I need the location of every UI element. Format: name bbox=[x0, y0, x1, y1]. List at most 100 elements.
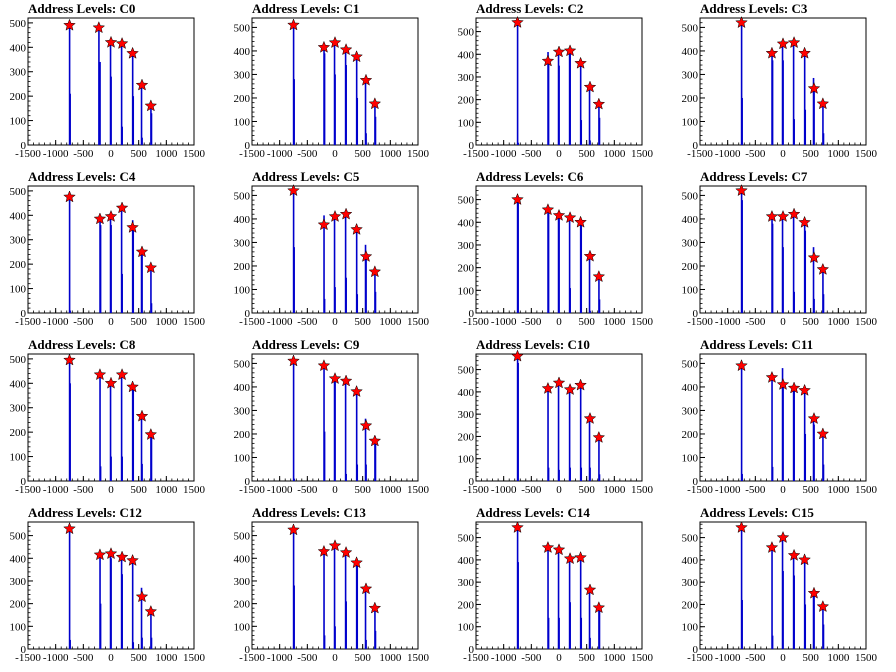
y-tick-label: 100 bbox=[234, 116, 251, 128]
bar bbox=[813, 88, 815, 145]
x-tick-label: 1000 bbox=[603, 484, 626, 496]
peak-marker bbox=[126, 220, 139, 233]
bar bbox=[579, 63, 582, 145]
peak-marker bbox=[592, 97, 606, 110]
peak-marker bbox=[63, 353, 76, 366]
bar bbox=[579, 385, 582, 481]
chart-title: Address Levels: C3 bbox=[700, 1, 808, 16]
x-tick-label: 500 bbox=[578, 652, 595, 664]
peak-marker bbox=[552, 45, 566, 58]
bar bbox=[293, 247, 295, 313]
x-tick-label: 1000 bbox=[379, 316, 402, 328]
bar bbox=[141, 637, 143, 649]
y-tick-label: 500 bbox=[458, 533, 475, 545]
bar bbox=[588, 417, 591, 481]
peak-marker bbox=[776, 530, 790, 544]
y-tick-label: 400 bbox=[234, 214, 251, 226]
bar bbox=[569, 602, 571, 649]
peak-marker bbox=[511, 349, 524, 362]
bar bbox=[771, 377, 773, 481]
bar bbox=[589, 637, 591, 649]
bar bbox=[150, 637, 153, 649]
y-tick-label: 500 bbox=[458, 365, 475, 377]
peak-marker bbox=[115, 550, 129, 563]
chart-svg: Address Levels: C14 0 100 200 300 400 500 -1500… bbox=[458, 505, 654, 664]
y-tick-label: 400 bbox=[682, 214, 699, 226]
peak-marker bbox=[368, 601, 382, 614]
y-tick-label: 400 bbox=[10, 378, 27, 390]
y-tick-label: 400 bbox=[458, 387, 475, 399]
x-tick-label: 1000 bbox=[155, 484, 178, 496]
x-tick-label: 500 bbox=[354, 148, 371, 160]
bar bbox=[569, 50, 571, 146]
y-tick-label: 500 bbox=[10, 18, 27, 30]
bar bbox=[131, 560, 134, 649]
x-tick-label: 1500 bbox=[183, 316, 206, 328]
peak-marker bbox=[339, 374, 353, 387]
x-tick-label: 500 bbox=[802, 316, 819, 328]
peak-marker bbox=[552, 543, 566, 556]
peak-marker bbox=[135, 409, 149, 422]
x-tick-label: 1500 bbox=[855, 148, 878, 160]
x-tick-label: -1500 bbox=[463, 484, 489, 496]
bar bbox=[822, 294, 825, 313]
chart-title: Address Levels: C10 bbox=[476, 337, 590, 352]
bar bbox=[813, 298, 815, 313]
chart-svg: Address Levels: C80100200300400500-1500-… bbox=[10, 337, 206, 496]
peak-marker bbox=[816, 97, 830, 110]
peak-marker bbox=[798, 215, 811, 228]
peak-marker bbox=[541, 54, 555, 67]
peak-marker bbox=[368, 265, 382, 278]
y-tick-label: 0 bbox=[469, 476, 475, 488]
y-tick-label: 100 bbox=[458, 454, 475, 466]
y-tick-label: 200 bbox=[10, 427, 27, 439]
x-tick-label: 500 bbox=[578, 148, 595, 160]
bar bbox=[292, 361, 295, 481]
x-tick-label: 1000 bbox=[603, 652, 626, 664]
x-tick-label: -1000 bbox=[491, 652, 517, 664]
bar bbox=[68, 528, 71, 649]
chart-svg: Address Levels: C12 0 100 200 300 400 500 -1500… bbox=[10, 505, 206, 664]
x-tick-label: -500 bbox=[73, 148, 94, 160]
y-tick-label: 300 bbox=[234, 237, 251, 249]
x-tick-label: 1000 bbox=[155, 652, 178, 664]
peak-marker bbox=[787, 36, 801, 49]
bar bbox=[771, 635, 774, 649]
y-tick-label: 100 bbox=[458, 285, 475, 297]
chart-title: Address Levels: C1 bbox=[252, 1, 359, 16]
x-tick-label: -500 bbox=[521, 148, 542, 160]
chart-title: Address Levels: C9 bbox=[252, 337, 360, 352]
y-tick-label: 100 bbox=[234, 452, 251, 464]
x-tick-label: 1500 bbox=[407, 148, 430, 160]
x-tick-label: 0 bbox=[780, 148, 786, 160]
peak-marker bbox=[735, 520, 748, 533]
bar bbox=[334, 74, 336, 145]
bar bbox=[547, 467, 550, 481]
bar bbox=[110, 456, 112, 481]
bar bbox=[141, 463, 143, 481]
x-tick-label: -1000 bbox=[267, 484, 293, 496]
peak-marker bbox=[583, 249, 597, 262]
peak-marker bbox=[592, 601, 606, 614]
chart-panel: Address Levels: C9 0 100 200 300 400 500 -1500-… bbox=[224, 336, 448, 504]
x-tick-label: 0 bbox=[108, 148, 114, 160]
y-tick-label: 0 bbox=[21, 140, 27, 152]
x-tick-label: 500 bbox=[802, 148, 819, 160]
y-tick-label: 500 bbox=[234, 190, 251, 202]
bar bbox=[374, 116, 377, 145]
y-tick-label: 300 bbox=[682, 405, 699, 417]
x-tick-label: 0 bbox=[780, 652, 786, 664]
chart-svg: Address Levels: C11 0 100 200 300 400 500 -1500… bbox=[682, 337, 878, 496]
peak-marker bbox=[776, 209, 790, 222]
chart-panel: Address Levels: C6 0 100 200 300 400 500 -1500-… bbox=[448, 168, 672, 336]
chart-panel: Address Levels: C12 0 100 200 300 400 500 -1500… bbox=[0, 504, 224, 672]
peak-marker bbox=[735, 184, 748, 197]
y-tick-label: 500 bbox=[682, 22, 699, 34]
bar bbox=[140, 86, 143, 145]
bar bbox=[99, 225, 102, 313]
chart-panel: Address Levels: C11 0 100 200 300 400 500 -1500… bbox=[672, 336, 896, 504]
peak-marker bbox=[104, 547, 118, 560]
x-tick-label: -1500 bbox=[239, 652, 265, 664]
peak-marker bbox=[104, 209, 118, 222]
y-tick-label: 200 bbox=[10, 91, 27, 103]
